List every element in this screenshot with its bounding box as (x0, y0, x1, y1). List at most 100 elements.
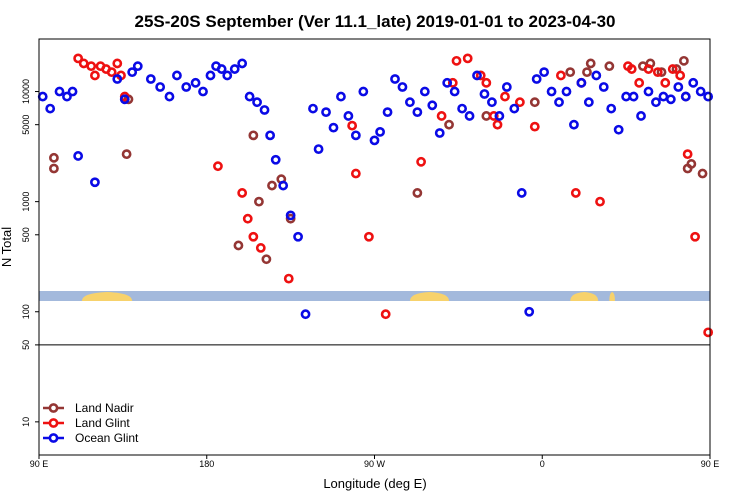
data-point (576, 77, 587, 88)
data-point (529, 97, 540, 108)
data-point (416, 156, 426, 167)
data-point (145, 74, 156, 84)
data-point (500, 91, 510, 102)
data-point (397, 82, 408, 92)
y-axis-label: N Total (0, 227, 14, 267)
chart-title: 25S-20S September (Ver 11.1_late) 2019-0… (134, 12, 615, 31)
data-point (488, 111, 499, 121)
legend-item-ocean-glint: Ocean Glint (43, 431, 139, 445)
data-point (656, 67, 667, 78)
data-point (375, 126, 385, 137)
data-point (347, 120, 358, 131)
data-point (293, 231, 303, 242)
x-axis: 90 E 180 90 W 0 90 E (30, 455, 720, 469)
data-point (254, 196, 264, 207)
legend-marker (48, 433, 59, 443)
land-mass (609, 292, 615, 301)
data-point (561, 86, 572, 97)
data-point (658, 91, 669, 102)
data-point (492, 119, 503, 130)
data-point (172, 70, 182, 81)
data-point (427, 100, 438, 111)
data-point (350, 130, 361, 141)
data-point (233, 240, 244, 251)
data-point (481, 77, 492, 88)
data-point (479, 89, 490, 99)
data-point (444, 119, 454, 130)
data-points (37, 53, 714, 338)
data-point (652, 67, 663, 78)
x-tick-label: 90 E (701, 459, 720, 469)
data-point (308, 103, 318, 114)
data-point (501, 82, 512, 92)
data-point (529, 121, 540, 132)
data-point (673, 82, 684, 92)
data-point (54, 86, 65, 97)
ocean-band (39, 291, 710, 301)
data-point (49, 163, 59, 174)
data-point (442, 77, 453, 88)
data-point (660, 77, 671, 88)
data-point (164, 91, 175, 102)
data-point (313, 144, 324, 155)
series-ocean-glint (37, 58, 714, 320)
data-point (451, 55, 462, 66)
legend-marker (48, 418, 59, 428)
data-point (514, 97, 525, 108)
data-point (703, 91, 714, 102)
y-tick-label: 100 (21, 304, 31, 319)
data-point (464, 111, 475, 121)
data-point (516, 188, 527, 198)
data-point (636, 111, 646, 121)
data-point (688, 77, 699, 88)
data-point (213, 161, 223, 172)
data-point (651, 97, 661, 108)
data-point (481, 111, 492, 121)
data-point (412, 188, 423, 198)
data-point (494, 111, 505, 121)
data-point (132, 61, 143, 72)
x-tick-label: 90 W (364, 459, 386, 469)
data-point (181, 82, 192, 92)
data-point (198, 86, 208, 97)
data-point (626, 64, 637, 74)
legend-marker (48, 403, 59, 413)
data-point (343, 111, 354, 121)
y-tick-label: 500 (21, 227, 31, 242)
data-point (78, 58, 89, 69)
data-point (621, 91, 632, 102)
data-point (259, 105, 270, 115)
data-point (457, 103, 468, 114)
data-point (585, 58, 596, 69)
land-mass (409, 292, 450, 301)
data-point (364, 231, 374, 242)
data-point (45, 103, 56, 114)
data-point (350, 168, 361, 179)
data-point (278, 180, 289, 191)
data-point (369, 135, 380, 146)
data-point (539, 67, 550, 78)
data-point (382, 107, 393, 118)
data-point (595, 196, 605, 207)
data-point (155, 82, 166, 92)
data-point (62, 91, 72, 102)
data-point (248, 130, 259, 141)
data-point (127, 67, 138, 78)
data-point (531, 74, 542, 84)
data-point (643, 86, 654, 97)
map-strip (39, 291, 710, 301)
data-point (112, 58, 123, 69)
data-point (190, 77, 201, 88)
data-point (283, 273, 294, 284)
data-point (634, 77, 645, 88)
data-point (270, 154, 281, 165)
data-point (90, 70, 100, 81)
data-point (604, 61, 615, 72)
data-point (628, 91, 639, 102)
data-point (405, 97, 415, 108)
data-point (449, 86, 460, 97)
data-point (285, 210, 296, 221)
legend-item-land-glint: Land Glint (43, 416, 130, 430)
